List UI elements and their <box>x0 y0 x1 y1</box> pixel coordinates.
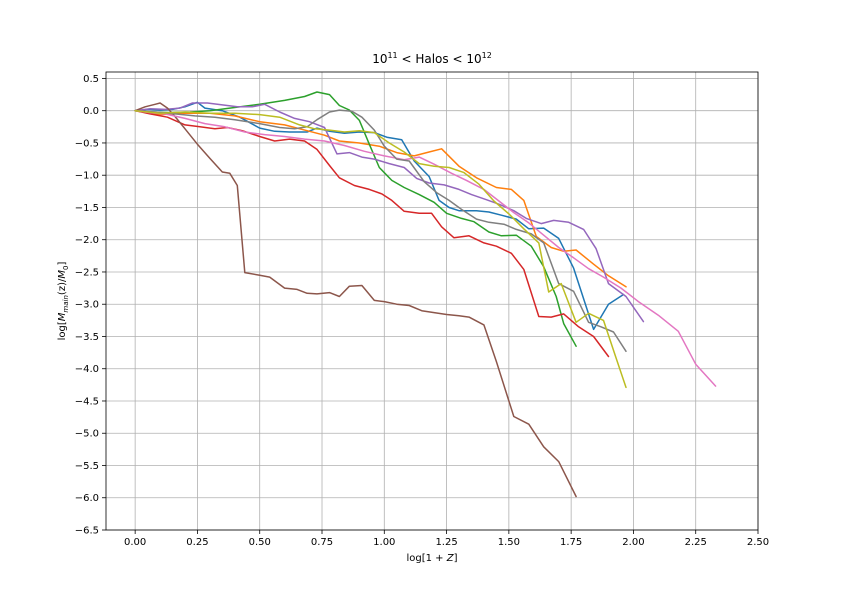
series-line-1 <box>134 101 625 331</box>
y-tick-label: −6.0 <box>75 493 99 504</box>
y-axis-ticks: 0.5 0.0 −0.5 −1.0 −1.5 −2.0 −2.5 −3.0 −3.5 −4.0 −4… <box>75 74 106 537</box>
x-tick-label: 1.25 <box>435 537 457 548</box>
grid <box>106 72 759 531</box>
y-axis-label-part: 0 <box>62 266 70 270</box>
x-tick-label: 1.75 <box>560 537 582 548</box>
series-line-8 <box>134 109 627 353</box>
y-axis-label-part: main <box>62 295 70 313</box>
y-tick-label: −1.5 <box>75 203 99 214</box>
x-tick-label: 2.25 <box>685 537 707 548</box>
y-axis-label-part: M <box>57 312 68 321</box>
y-tick-label: −2.5 <box>75 267 99 278</box>
series-line-2 <box>134 109 627 288</box>
x-tick-label: 2.50 <box>747 537 769 548</box>
x-axis-label-part: log[1 + <box>406 553 446 564</box>
x-tick-label: 2.00 <box>622 537 644 548</box>
series-line-4 <box>134 109 610 358</box>
y-axis-label-part: M <box>57 270 68 279</box>
y-tick-label: −1.0 <box>75 171 99 182</box>
y-tick-label: −6.5 <box>75 526 99 537</box>
x-axis-label-part: Z <box>446 553 455 564</box>
y-tick-label: −5.5 <box>75 461 99 472</box>
y-tick-label: −5.0 <box>75 429 99 440</box>
y-axis-label: log[Mmain(z)/M0] <box>57 262 70 341</box>
x-tick-label: 0.75 <box>311 537 333 548</box>
series-line-6 <box>134 102 577 498</box>
y-tick-label: −3.0 <box>75 300 99 311</box>
y-tick-label: −4.5 <box>75 396 99 407</box>
y-tick-label: 0.0 <box>83 106 99 117</box>
x-axis-label: log[1 + Z] <box>406 553 457 564</box>
x-tick-label: 1.00 <box>373 537 395 548</box>
chart-title-part: 11 <box>387 51 397 60</box>
chart-title-part: 10 <box>372 52 387 66</box>
y-tick-label: −0.5 <box>75 138 99 149</box>
x-tick-label: 1.50 <box>498 537 520 548</box>
series-line-5 <box>134 102 645 323</box>
x-axis-ticks: 0.00 0.25 0.50 0.75 1.00 1.25 1.50 1.75 2.00 2.25… <box>124 530 769 548</box>
y-tick-label: −4.0 <box>75 364 99 375</box>
plot-series <box>134 91 717 498</box>
x-tick-label: 0.00 <box>124 537 146 548</box>
y-axis-label-part: ] <box>57 262 68 266</box>
chart-title-part: < Halos < 10 <box>398 52 482 66</box>
series-line-9 <box>134 109 627 389</box>
plot-frame <box>105 71 759 531</box>
chart-title: 1011 < Halos < 1012 <box>372 51 492 66</box>
series-line-7 <box>134 109 717 387</box>
x-tick-label: 0.25 <box>186 537 208 548</box>
y-tick-label: 0.5 <box>83 74 99 85</box>
y-axis-label-part: log[ <box>57 321 68 340</box>
y-tick-label: −3.5 <box>75 332 99 343</box>
y-tick-label: −2.0 <box>75 235 99 246</box>
series-line-3 <box>134 91 577 347</box>
x-axis-label-part: ] <box>454 553 458 564</box>
chart-title-part: 12 <box>482 51 492 60</box>
y-axis-label-part: (z)/ <box>57 278 68 295</box>
x-tick-label: 0.50 <box>249 537 271 548</box>
